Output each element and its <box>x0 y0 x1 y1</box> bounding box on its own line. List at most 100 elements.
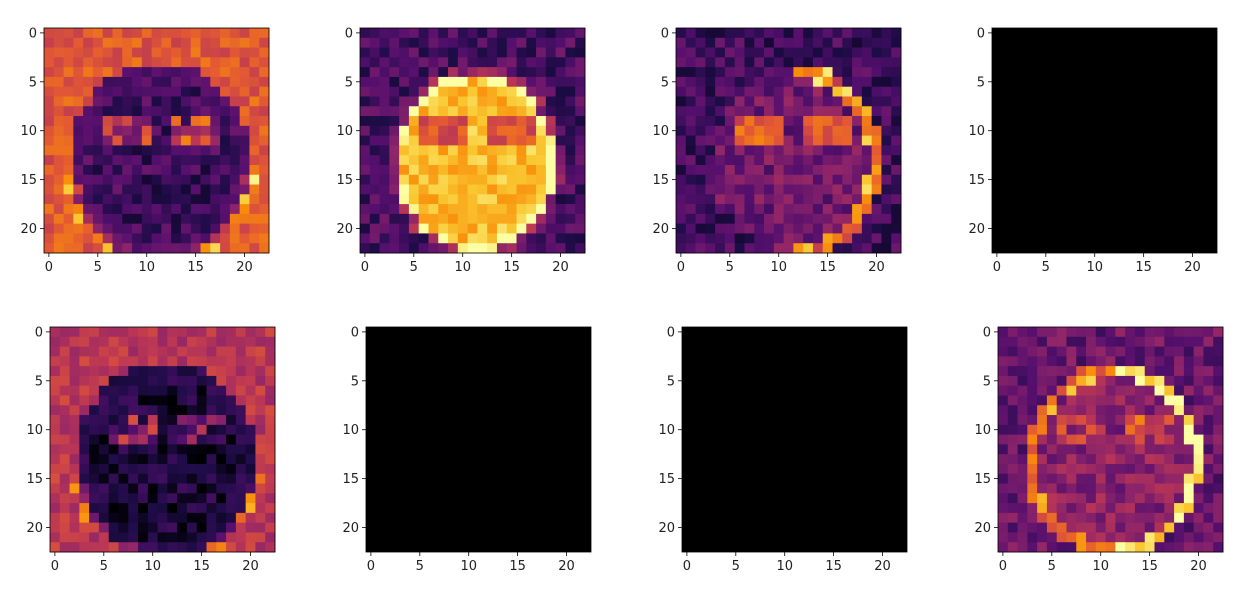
heatmap-cell <box>842 233 853 244</box>
heatmap-cell <box>210 164 221 176</box>
y-tick-label: 10 <box>968 124 985 139</box>
heatmap-cell <box>1183 395 1195 406</box>
heatmap-cell <box>724 37 736 48</box>
heatmap-cell <box>487 155 498 166</box>
heatmap-cell <box>369 57 380 68</box>
heatmap-cell <box>79 415 90 426</box>
heatmap-cell <box>229 243 241 254</box>
heatmap-cell <box>73 116 84 127</box>
heatmap-cell <box>132 125 143 137</box>
heatmap-cell <box>487 106 498 117</box>
heatmap-cell <box>167 424 178 436</box>
heatmap-cell <box>1164 454 1175 465</box>
heatmap-cell <box>477 243 488 254</box>
heatmap-cell <box>565 125 576 137</box>
heatmap-cell <box>83 184 94 195</box>
heatmap-cell <box>448 164 459 176</box>
heatmap-cell <box>852 174 863 185</box>
heatmap-cell <box>259 233 270 244</box>
heatmap-cell <box>167 415 178 426</box>
heatmap-cell <box>399 184 410 195</box>
heatmap-cell <box>1037 522 1048 533</box>
heatmap-cell <box>389 184 400 195</box>
heatmap-cell <box>575 57 586 68</box>
heatmap-cell <box>92 47 104 58</box>
heatmap-cell <box>50 463 61 475</box>
heatmap-cell <box>842 145 853 156</box>
heatmap-cell <box>161 37 172 48</box>
heatmap-cell <box>418 135 429 146</box>
heatmap-cell <box>1095 385 1107 396</box>
heatmap-cell <box>715 76 726 88</box>
heatmap-cell <box>1174 473 1185 484</box>
heatmap-cell <box>186 542 198 553</box>
heatmap-cell <box>428 37 439 48</box>
heatmap-cell <box>216 395 227 406</box>
heatmap-cell <box>1115 463 1126 475</box>
heatmap-cell <box>1213 395 1224 406</box>
heatmap-cell <box>1203 463 1214 475</box>
heatmap-cell <box>754 194 765 205</box>
heatmap-cell <box>112 233 123 244</box>
heatmap-cell <box>891 194 902 205</box>
heatmap-cell <box>448 135 459 146</box>
heatmap-cell <box>210 243 221 254</box>
heatmap-cell <box>98 336 110 347</box>
heatmap-cell <box>180 106 192 117</box>
heatmap-cell <box>516 233 527 244</box>
heatmap-cell <box>92 155 104 166</box>
heatmap-cell <box>157 532 168 543</box>
heatmap-cell <box>151 106 162 117</box>
heatmap-cell <box>89 473 100 484</box>
heatmap-cell <box>226 454 237 465</box>
heatmap-cell <box>803 204 814 215</box>
heatmap-cell <box>141 76 153 88</box>
heatmap-cell <box>73 96 84 107</box>
heatmap-cell <box>73 37 84 48</box>
heatmap-cell <box>842 28 853 39</box>
heatmap-cell <box>822 233 833 244</box>
heatmap-cell <box>147 415 159 426</box>
heatmap-cell <box>545 184 557 195</box>
heatmap-cell <box>1134 336 1146 347</box>
heatmap-cell <box>891 204 902 215</box>
heatmap-cell <box>1144 415 1155 426</box>
heatmap-cell <box>216 424 227 436</box>
heatmap-cell <box>418 155 429 166</box>
x-tick-label: 5 <box>410 260 418 275</box>
heatmap-cell <box>206 444 217 455</box>
heatmap-cell <box>1027 405 1038 416</box>
heatmap-cell <box>408 37 420 48</box>
heatmap-cell <box>832 233 843 244</box>
heatmap-cell <box>1076 473 1087 484</box>
heatmap-cell <box>1144 444 1155 455</box>
heatmap-cell <box>79 395 90 406</box>
heatmap-cell <box>1183 434 1195 445</box>
heatmap-cell <box>487 213 498 225</box>
heatmap-cell <box>186 395 198 406</box>
heatmap-cell <box>118 385 129 396</box>
heatmap-cell <box>1056 522 1067 533</box>
heatmap-cell <box>852 243 863 254</box>
heatmap-cell <box>428 125 439 137</box>
heatmap-cell <box>79 473 90 484</box>
heatmap-cell <box>998 542 1009 553</box>
heatmap-cell <box>112 116 123 127</box>
heatmap-cell <box>180 28 192 39</box>
heatmap-cell <box>102 145 113 156</box>
heatmap-cell <box>265 483 276 494</box>
x-tick-label: 20 <box>874 559 891 574</box>
heatmap-cell <box>265 346 276 357</box>
heatmap-cell <box>536 67 547 78</box>
heatmap-cell <box>265 444 276 455</box>
heatmap-cell <box>1095 522 1107 533</box>
heatmap-cell <box>1046 395 1058 406</box>
heatmap-cell <box>1125 366 1136 377</box>
heatmap-cell <box>379 243 390 254</box>
x-tick-label: 15 <box>1141 559 1158 574</box>
heatmap-cell <box>861 194 873 205</box>
heatmap-cell <box>1213 532 1224 543</box>
heatmap-cell <box>379 57 390 68</box>
axes-frame <box>997 326 1224 553</box>
heatmap-cell <box>69 366 80 377</box>
